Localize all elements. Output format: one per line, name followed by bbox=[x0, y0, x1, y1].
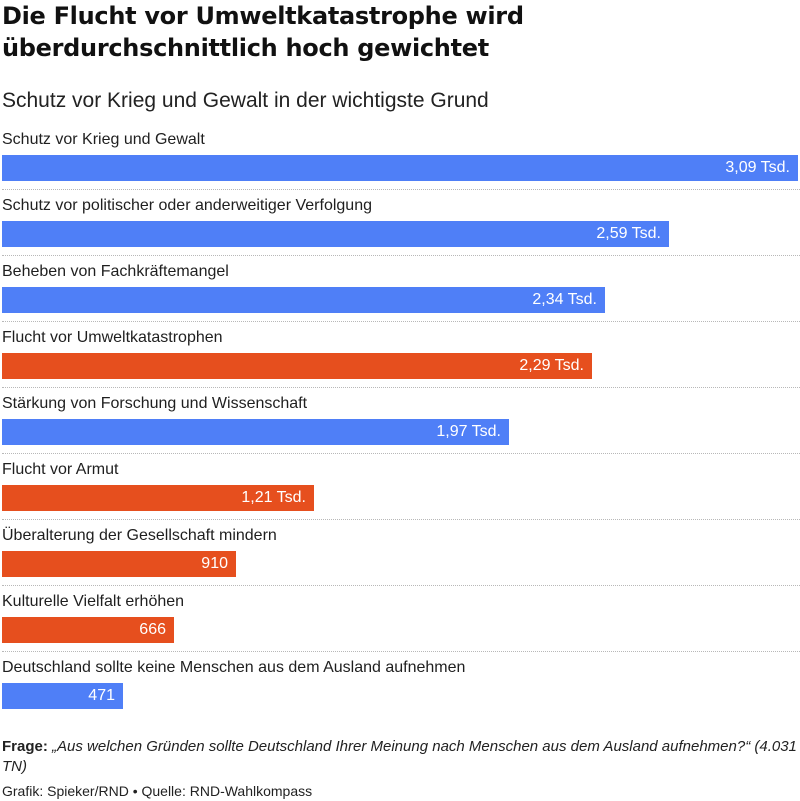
row-divider bbox=[2, 255, 800, 256]
bar bbox=[2, 287, 605, 313]
row-divider bbox=[2, 585, 800, 586]
bar bbox=[2, 485, 314, 511]
bar bbox=[2, 155, 798, 181]
chart-row: Deutschland sollte keine Menschen aus de… bbox=[0, 652, 800, 718]
bar bbox=[2, 221, 669, 247]
chart-row: Flucht vor Armut 1,21 Tsd. bbox=[0, 454, 800, 520]
row-divider bbox=[2, 651, 800, 652]
bar-value-label: 666 bbox=[139, 621, 166, 638]
category-label: Kulturelle Vielfalt erhöhen bbox=[2, 593, 185, 610]
chart-row: Kulturelle Vielfalt erhöhen 666 bbox=[0, 586, 800, 652]
bar-value-label: 2,34 Tsd. bbox=[532, 291, 597, 308]
bar bbox=[2, 683, 123, 709]
bar-value-label: 2,29 Tsd. bbox=[519, 357, 584, 374]
bar-value-label: 2,59 Tsd. bbox=[596, 225, 661, 242]
row-divider bbox=[2, 519, 800, 520]
bar-value-label: 471 bbox=[88, 687, 115, 704]
bar bbox=[2, 419, 509, 445]
category-label: Stärkung von Forschung und Wissenschaft bbox=[2, 395, 308, 412]
chart-subtitle: Schutz vor Krieg und Gewalt in der wicht… bbox=[2, 89, 489, 112]
category-label: Schutz vor Krieg und Gewalt bbox=[2, 131, 205, 148]
chart-title: Die Flucht vor Umweltkatastrophe wird üb… bbox=[2, 2, 524, 62]
bar-chart: Schutz vor Krieg und Gewalt 3,09 Tsd. Schu… bbox=[0, 124, 800, 722]
category-label: Deutschland sollte keine Menschen aus de… bbox=[2, 659, 466, 676]
category-label: Beheben von Fachkräftemangel bbox=[2, 263, 229, 280]
bar bbox=[2, 617, 174, 643]
chart-row: Stärkung von Forschung und Wissenschaft 1… bbox=[0, 388, 800, 454]
chart-row: Flucht vor Umweltkatastrophen 2,29 Tsd. bbox=[0, 322, 800, 388]
source-credit: Grafik: Spieker/RND • Quelle: RND-Wahlko… bbox=[2, 783, 313, 799]
row-divider bbox=[2, 453, 800, 454]
bar bbox=[2, 551, 236, 577]
bar bbox=[2, 353, 592, 379]
category-label: Überalterung der Gesellschaft mindern bbox=[2, 527, 277, 544]
row-divider bbox=[2, 189, 800, 190]
category-label: Schutz vor politischer oder anderweitige… bbox=[2, 197, 372, 214]
chart-row: Schutz vor Krieg und Gewalt 3,09 Tsd. bbox=[0, 124, 800, 190]
question-label: Frage: bbox=[2, 738, 48, 755]
bar-value-label: 1,21 Tsd. bbox=[241, 489, 306, 506]
chart-row: Schutz vor politischer oder anderweitige… bbox=[0, 190, 800, 256]
category-label: Flucht vor Umweltkatastrophen bbox=[2, 329, 223, 346]
row-divider bbox=[2, 321, 800, 322]
chart-row: Beheben von Fachkräftemangel 2,34 Tsd. bbox=[0, 256, 800, 322]
question-text: „Aus welchen Gründen sollte Deutschland … bbox=[2, 738, 797, 775]
row-divider bbox=[2, 387, 800, 388]
bar-value-label: 3,09 Tsd. bbox=[725, 159, 790, 176]
survey-question: Frage: „Aus welchen Gründen sollte Deuts… bbox=[2, 737, 798, 777]
bar-value-label: 910 bbox=[201, 555, 228, 572]
bar-value-label: 1,97 Tsd. bbox=[436, 423, 501, 440]
category-label: Flucht vor Armut bbox=[2, 461, 119, 478]
chart-row: Überalterung der Gesellschaft mindern 910 bbox=[0, 520, 800, 586]
